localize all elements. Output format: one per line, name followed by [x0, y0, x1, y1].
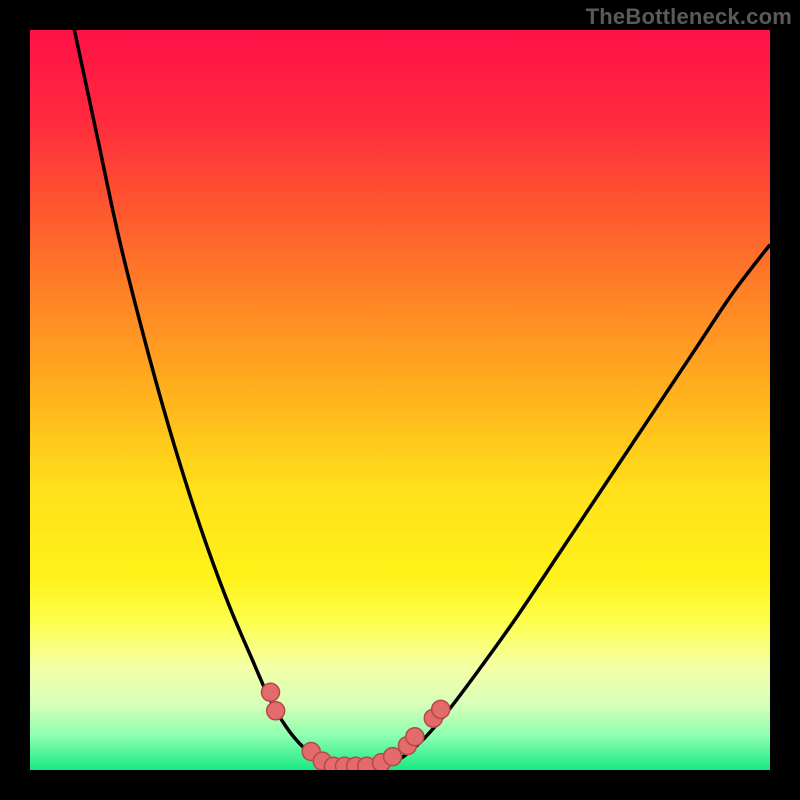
marker-point [406, 728, 424, 746]
chart-frame: TheBottleneck.com [0, 0, 800, 800]
gradient-background [30, 30, 770, 770]
marker-point [384, 748, 402, 766]
watermark-text: TheBottleneck.com [586, 4, 792, 30]
plot-area [30, 30, 770, 770]
chart-svg [30, 30, 770, 770]
marker-point [432, 700, 450, 718]
marker-point [262, 683, 280, 701]
marker-point [267, 702, 285, 720]
